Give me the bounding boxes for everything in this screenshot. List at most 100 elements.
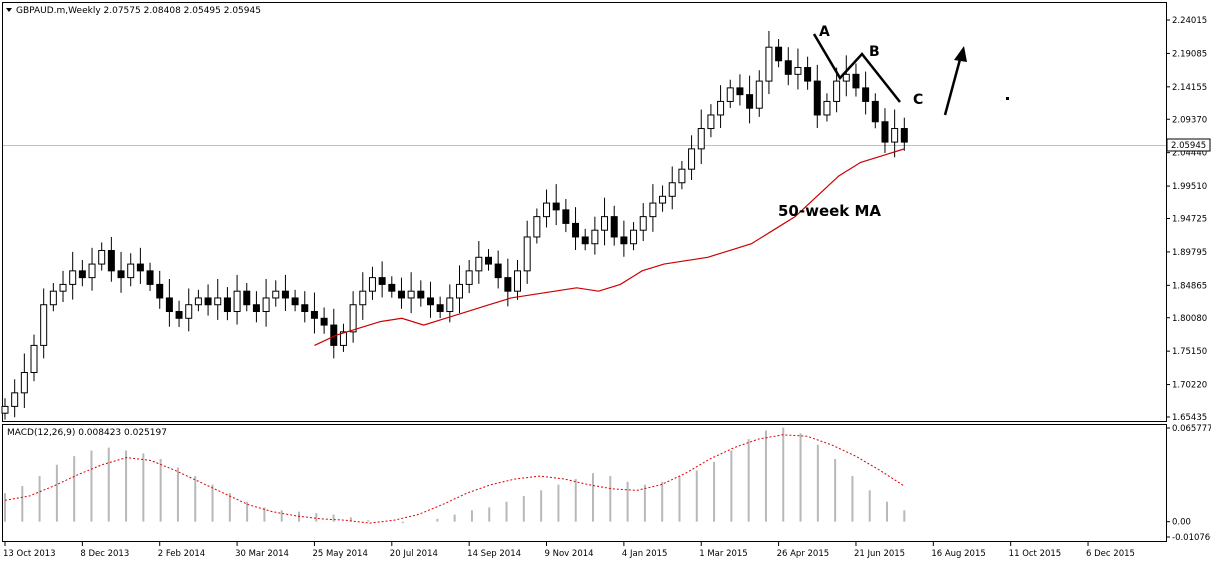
marker-dot — [1006, 97, 1009, 100]
candle-body — [146, 270, 154, 285]
candle-body — [891, 128, 899, 143]
candle-body — [407, 290, 415, 299]
candle-body — [900, 128, 908, 143]
current-price-box — [1166, 138, 1211, 152]
candle-body — [49, 290, 57, 306]
candle-body — [165, 297, 173, 313]
candle-body — [543, 202, 551, 218]
candle-body — [707, 114, 715, 130]
candle-body — [717, 100, 725, 116]
date-tick-label: 11 Oct 2015 — [1009, 549, 1062, 559]
macd-panel-header: MACD(12,26,9) 0.008423 0.025197 — [7, 428, 167, 438]
candle-body — [20, 372, 28, 394]
macd-tick-label: 0.065777 — [1172, 424, 1211, 434]
candle-body — [107, 250, 115, 272]
candle-body — [359, 290, 367, 306]
candle-body — [388, 283, 396, 292]
candle-body — [339, 331, 347, 346]
candle-body — [281, 290, 289, 299]
candle-body — [1, 405, 9, 414]
date-tick-label: 16 Aug 2015 — [931, 549, 985, 559]
price-tick-label: 2.24015 — [1172, 16, 1207, 26]
candle-body — [804, 67, 812, 82]
candle-body — [368, 277, 376, 292]
down-triangle-icon[interactable] — [6, 8, 12, 12]
candle-body — [610, 216, 618, 238]
candle-body — [136, 263, 144, 272]
price-tick-label: 2.04440 — [1172, 149, 1207, 159]
candle-body — [156, 283, 164, 299]
date-tick-label: 9 Nov 2014 — [545, 549, 594, 559]
candle-body — [581, 236, 589, 245]
price-tick-label: 2.14155 — [1172, 83, 1207, 93]
candle-body — [881, 121, 889, 143]
candle-body — [69, 270, 77, 285]
candle-body — [378, 277, 386, 285]
candle-body — [233, 290, 241, 313]
candle-body — [194, 297, 202, 306]
candle-body — [214, 297, 222, 306]
candle-body — [813, 80, 821, 116]
candle-body — [98, 250, 106, 265]
up-arrow-shaft — [943, 51, 964, 116]
candle-body — [320, 317, 328, 326]
candle-body — [11, 392, 19, 407]
candle-body — [30, 344, 38, 374]
candle-body — [465, 270, 473, 285]
price-tick-label: 2.19085 — [1172, 49, 1207, 59]
candle-body — [755, 80, 763, 109]
macd-panel-frame — [2, 424, 1167, 542]
candle-body — [552, 202, 560, 211]
candle-body — [833, 80, 841, 102]
candle-body — [78, 270, 86, 279]
macd-tick-label: -0.010766 — [1172, 533, 1211, 543]
macd-axis: 0.065777 0.00 -0.010766 — [1166, 424, 1211, 543]
current-price-label: 2.05945 — [1171, 141, 1206, 151]
date-tick-label: 13 Oct 2013 — [3, 549, 56, 559]
candle-body — [639, 216, 647, 231]
candle-body — [572, 222, 580, 238]
date-tick-label: 6 Dec 2015 — [1086, 549, 1135, 559]
price-tick-label: 1.84865 — [1172, 281, 1207, 291]
candle-body — [301, 304, 309, 313]
candle-body — [117, 270, 125, 279]
candlestick-series — [1, 30, 908, 420]
candle-body — [591, 229, 599, 245]
candle-body — [262, 297, 270, 313]
candle-body — [397, 290, 405, 299]
candle-body — [533, 216, 541, 238]
candle-body — [562, 209, 570, 224]
candle-body — [668, 182, 676, 197]
candle-body — [223, 297, 231, 313]
price-tick-label: 1.89795 — [1172, 248, 1207, 258]
candle-body — [697, 128, 705, 150]
candle-body — [175, 311, 183, 319]
date-axis: 13 Oct 2013 8 Dec 2013 2 Feb 2014 30 Mar 20… — [3, 542, 1135, 559]
point-a-label: A — [819, 24, 830, 40]
candle-body — [426, 297, 434, 306]
ma-series — [314, 148, 905, 346]
candle-body — [504, 277, 512, 292]
candle-body — [736, 87, 744, 96]
candle-body — [630, 229, 638, 245]
date-tick-label: 4 Jan 2015 — [622, 549, 668, 559]
candle-body — [310, 311, 318, 319]
point-c-label: C — [913, 92, 923, 108]
date-tick-label: 2 Feb 2014 — [158, 549, 206, 559]
candle-body — [204, 297, 212, 306]
candle-body — [823, 100, 831, 116]
macd-tick-label: 0.00 — [1172, 518, 1191, 528]
date-tick-label: 20 Jul 2014 — [390, 549, 438, 559]
price-tick-label: 1.80080 — [1172, 314, 1207, 324]
candle-body — [871, 100, 879, 123]
date-tick-label: 25 May 2014 — [312, 549, 367, 559]
candle-body — [726, 87, 734, 102]
candle-body — [185, 304, 193, 319]
macd-histogram-series — [4, 427, 906, 524]
candle-body — [678, 168, 686, 184]
candle-body — [349, 304, 357, 333]
candle-body — [784, 60, 792, 75]
candle-body — [475, 256, 483, 272]
